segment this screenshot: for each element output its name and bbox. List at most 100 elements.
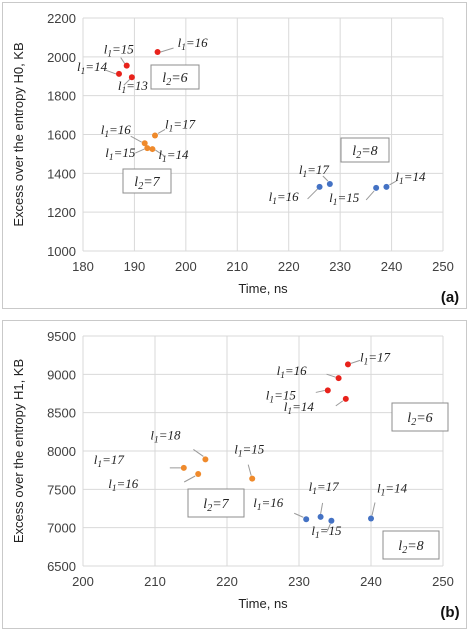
y-tick-label: 2200 [47,11,76,26]
group-box [391,402,449,432]
panel-label: (b) [440,604,459,621]
data-point [149,146,156,153]
point-label: l1=16 [277,363,308,381]
data-point [383,183,390,190]
group-label: l2=6 [407,411,432,428]
y-tick-label: 7000 [47,521,76,536]
panel-label: (a) [441,289,459,306]
y-tick-label: 9000 [47,367,76,382]
point-label: l1=14 [395,169,426,187]
point-label: l1=13 [118,78,149,96]
x-tick-label: 220 [216,574,238,589]
x-tick-label: 190 [124,259,146,274]
data-point [326,181,333,188]
point-label: l1=16 [253,495,284,513]
group-box [187,488,245,518]
data-point [335,375,342,382]
point-label: l1=18 [150,427,181,445]
leader-line [389,180,397,186]
leader-line [120,57,126,64]
y-tick-label: 1800 [47,89,76,104]
point-label: l1=17 [94,452,125,470]
data-point [144,145,151,152]
point-label: l1=16 [269,189,300,207]
leader-line [350,359,361,364]
leader-line [155,149,165,157]
scatter-chart-a: 1000 1200 1400 1600 1800 2000 2200 180 190 200 210… [11,11,459,306]
x-tick-label: 230 [288,574,310,589]
leader-line [247,464,252,476]
data-point [328,517,335,524]
point-label: l1=14 [77,59,108,77]
data-point [249,475,256,482]
leader-line [365,190,375,201]
x-tick-label: 250 [432,259,454,274]
x-tick-label: 240 [381,259,403,274]
data-point [123,62,130,69]
group-label: l2=7 [203,497,229,514]
leader-line [104,69,117,75]
data-point [202,456,209,463]
y-tick-label: 1000 [47,244,76,259]
point-label: l1=15 [329,190,360,208]
data-point [180,464,187,471]
point-label: l1=16 [108,476,139,494]
group-box [382,530,440,560]
leader-line [322,175,329,182]
y-axis-title: Excess over the entropy H1, KB [11,359,26,543]
point-label: l1=17 [165,116,196,134]
scatter-chart-b: 6500 7000 7500 8000 8500 9000 9500 200 210 220 230… [11,329,460,621]
group-label: l2=8 [398,539,423,556]
data-point [317,513,324,520]
leader-line [307,188,318,200]
data-point [373,184,380,191]
chart-panel-b: 6500 7000 7500 8000 8500 9000 9500 200 210 220 230… [2,320,467,629]
leader-line [315,389,325,393]
point-label: l1=14 [158,147,189,165]
data-point [141,140,148,147]
x-tick-label: 200 [72,574,94,589]
y-axis-title: Excess over the entropy H0, KB [11,42,26,226]
point-label: l1=16 [178,35,209,53]
data-point [344,361,351,368]
point-label: l1=15 [104,42,135,60]
leader-line [371,502,376,516]
point-label: l1=15 [105,145,136,163]
data-point [152,132,158,139]
leader-line [160,47,174,53]
point-label: l1=15 [266,387,297,405]
point-label: l1=17 [360,349,391,367]
leader-line [326,373,336,378]
point-label: l1=17 [299,162,330,180]
data-point [324,387,331,394]
point-label: l1=14 [377,480,408,498]
data-point [368,515,374,522]
point-label: l1=15 [311,523,342,541]
x-tick-label: 200 [175,259,197,274]
data-point [116,70,122,77]
x-tick-label: 230 [329,259,351,274]
x-axis-title: Time, ns [238,596,288,611]
group-box [122,168,172,194]
group-box [340,137,390,163]
x-tick-label: 240 [360,574,382,589]
x-tick-label: 250 [432,574,454,589]
x-tick-label: 210 [226,259,248,274]
point-label: l1=14 [284,399,315,417]
x-tick-label: 210 [144,574,166,589]
leader-line [157,129,166,134]
data-point [303,516,310,523]
y-tick-label: 1200 [47,205,76,220]
leader-line [183,475,196,483]
x-axis-title: Time, ns [238,281,288,296]
y-tick-label: 7500 [47,482,76,497]
y-tick-label: 2000 [47,50,76,65]
point-label: l1=16 [101,122,132,140]
leader-line [293,512,304,518]
data-point [154,48,161,55]
x-tick-label: 180 [72,259,94,274]
leader-line [326,523,331,531]
point-label: l1=17 [309,479,340,497]
group-label: l2=8 [352,144,377,161]
data-point [316,183,323,190]
